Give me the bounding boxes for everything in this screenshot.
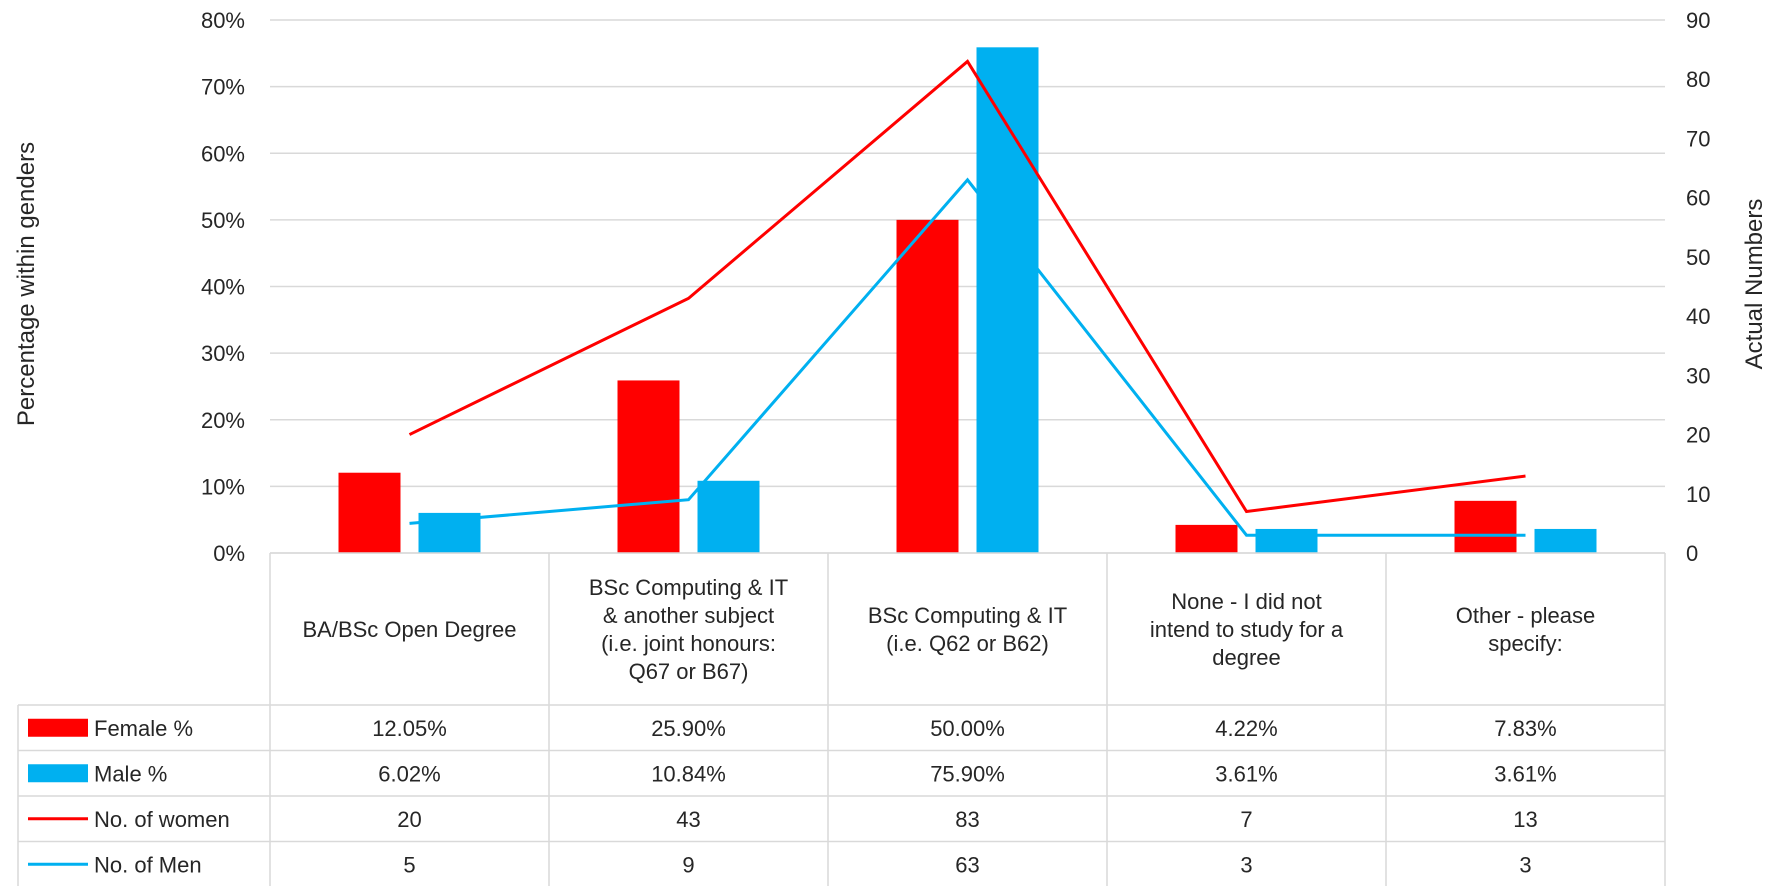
series-lines [408, 59, 1526, 537]
table-cell: 63 [955, 852, 979, 877]
legend-label: No. of women [94, 807, 230, 832]
table-cell: 10.84% [651, 761, 726, 786]
category-label: Other - please specify: [1456, 603, 1595, 656]
y2-tick-label: 40 [1686, 304, 1710, 329]
category-label: None - I did not intend to study for a deg… [1150, 589, 1344, 670]
legend-label: Male % [94, 761, 167, 786]
y-tick-label: 70% [201, 75, 245, 100]
y-tick-label: 50% [201, 208, 245, 233]
table-cell: 3 [1240, 852, 1252, 877]
bar-male- [1255, 528, 1318, 553]
bar-female- [617, 380, 680, 553]
table-cell: 43 [676, 807, 700, 832]
bars [338, 47, 1597, 553]
y-tick-label: 20% [201, 408, 245, 433]
bar-male- [1534, 528, 1597, 553]
table-cell: 75.90% [930, 761, 1005, 786]
data-table: BA/BSc Open Degree BSc Computing & IT & an… [17, 552, 1666, 886]
y2-tick-label: 60 [1686, 186, 1710, 211]
table-cell: 9 [682, 852, 694, 877]
bar-female- [338, 472, 401, 553]
table-cell: 5 [403, 852, 415, 877]
legend-key-female- [28, 718, 88, 737]
y-tick-label: 40% [201, 275, 245, 300]
line-no-of-men [409, 177, 1526, 537]
gridlines [270, 19, 1665, 554]
table-cell: 13 [1513, 807, 1537, 832]
bar-male- [976, 47, 1039, 553]
category-label: BSc Computing & IT (i.e. Q62 or B62) [868, 603, 1067, 656]
y-tick-label: 10% [201, 474, 245, 499]
table-cell: 25.90% [651, 716, 726, 741]
table-cell: 12.05% [372, 716, 447, 741]
y-tick-label: 30% [201, 341, 245, 366]
table-cell: 7.83% [1494, 716, 1556, 741]
y2-axis-label: Actual Numbers [1741, 199, 1768, 370]
table-cell: 83 [955, 807, 979, 832]
category-label: BSc Computing & IT & another subject (i.e.… [589, 575, 788, 684]
table-cell: 3 [1519, 852, 1531, 877]
table-cell: 6.02% [378, 761, 440, 786]
table-cell: 3.61% [1215, 761, 1277, 786]
category-label: BA/BSc Open Degree [302, 617, 516, 642]
y-axis-label: Percentage within genders [13, 142, 40, 426]
y2-tick-label: 10 [1686, 482, 1710, 507]
y2-tick-label: 80 [1686, 67, 1710, 92]
y-tick-label: 60% [201, 141, 245, 166]
y2-tick-label: 90 [1686, 8, 1710, 33]
y2-tick-label: 20 [1686, 423, 1710, 448]
legend-label: No. of Men [94, 852, 202, 877]
bar-female- [896, 219, 959, 553]
bar-female- [1175, 524, 1238, 553]
y2-tick-label: 0 [1686, 541, 1698, 566]
legend-key-male- [28, 764, 88, 783]
y2-tick-label: 70 [1686, 126, 1710, 151]
table-cell: 20 [397, 807, 421, 832]
table-cell: 3.61% [1494, 761, 1556, 786]
y-axis-ticks: 0% 10% 20% 30% 40% 50% 60% 70% 80% [201, 8, 245, 566]
line-no-of-women [408, 59, 1526, 514]
bar-female- [1454, 500, 1517, 553]
y2-tick-label: 30 [1686, 363, 1710, 388]
y2-tick-label: 50 [1686, 245, 1710, 270]
legend-label: Female % [94, 716, 193, 741]
table-cell: 4.22% [1215, 716, 1277, 741]
bar-male- [697, 480, 760, 553]
y-tick-label: 0% [213, 541, 245, 566]
table-cell: 50.00% [930, 716, 1005, 741]
y-tick-label: 80% [201, 8, 245, 33]
y2-axis-ticks: 0 10 20 30 40 50 60 70 80 90 [1686, 8, 1710, 566]
table-cell: 7 [1240, 807, 1252, 832]
